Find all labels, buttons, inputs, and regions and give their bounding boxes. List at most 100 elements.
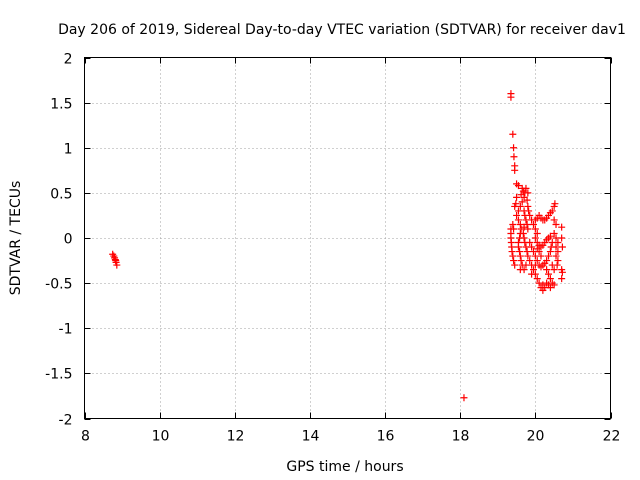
- data-point: [509, 220, 517, 228]
- data-points: [109, 90, 566, 402]
- data-point: [510, 225, 518, 233]
- data-point: [552, 252, 560, 260]
- data-point: [554, 248, 562, 256]
- data-point: [518, 198, 526, 206]
- data-point: [510, 144, 518, 152]
- data-point: [550, 216, 558, 224]
- data-point: [517, 257, 525, 265]
- data-point: [516, 252, 524, 260]
- data-point: [516, 220, 524, 228]
- data-point: [543, 279, 551, 287]
- data-point: [513, 211, 521, 219]
- x-tick-label: 22: [603, 429, 621, 445]
- y-tick-label: -0.5: [45, 277, 72, 293]
- data-point: [519, 229, 527, 237]
- data-point: [522, 261, 530, 269]
- data-point: [529, 266, 537, 274]
- data-point: [510, 153, 518, 161]
- data-point: [521, 211, 529, 219]
- x-axis-label: GPS time / hours: [286, 459, 403, 475]
- data-point: [511, 166, 519, 174]
- data-point: [514, 182, 522, 190]
- data-point: [558, 243, 566, 251]
- chart-title: Day 206 of 2019, Sidereal Day-to-day VTE…: [58, 22, 626, 38]
- data-point: [551, 200, 559, 208]
- data-point: [558, 268, 566, 276]
- y-tick-label: -1: [59, 322, 73, 338]
- y-axis-label: SDTVAR / TECUs: [8, 181, 24, 296]
- data-point: [510, 257, 518, 265]
- data-point: [533, 275, 541, 283]
- data-point: [550, 266, 558, 274]
- data-point: [546, 248, 554, 256]
- plot-frame: [84, 57, 611, 419]
- data-point: [552, 220, 560, 228]
- data-point: [522, 216, 530, 224]
- y-tick-label: 0: [64, 232, 73, 248]
- data-point: [548, 261, 556, 269]
- data-point: [543, 266, 551, 274]
- data-point: [550, 229, 558, 237]
- data-point: [513, 193, 521, 201]
- data-point: [520, 207, 528, 215]
- data-point: [558, 223, 566, 231]
- data-point: [528, 270, 536, 278]
- data-point: [524, 189, 532, 197]
- grid-lines: [84, 57, 611, 419]
- x-tick-label: 16: [377, 429, 395, 445]
- x-tick-label: 20: [527, 429, 545, 445]
- data-point: [508, 248, 516, 256]
- data-point: [112, 257, 120, 265]
- data-point: [537, 252, 545, 260]
- data-point: [533, 245, 541, 253]
- data-point: [523, 196, 531, 204]
- y-tick-label: 0.5: [50, 187, 72, 203]
- data-point: [509, 252, 517, 260]
- y-tick-label: 2: [64, 52, 73, 68]
- data-point: [533, 257, 541, 265]
- data-point: [520, 234, 528, 242]
- x-tick-label: 12: [227, 429, 245, 445]
- data-point: [516, 248, 524, 256]
- data-point: [552, 243, 560, 251]
- data-point: [524, 202, 532, 210]
- data-point: [524, 225, 532, 233]
- data-point: [545, 252, 553, 260]
- y-tick-label: 1: [64, 142, 73, 158]
- data-point: [526, 239, 534, 247]
- data-point: [509, 130, 517, 138]
- data-point: [543, 257, 551, 265]
- data-point: [507, 93, 515, 101]
- data-point: [554, 239, 562, 247]
- data-point: [511, 261, 519, 269]
- x-tick-label: 14: [302, 429, 320, 445]
- data-point: [517, 191, 525, 199]
- x-tick-label: 10: [152, 429, 170, 445]
- data-point: [535, 279, 543, 287]
- data-point: [531, 234, 539, 242]
- data-point: [520, 223, 528, 231]
- data-point: [514, 216, 522, 224]
- data-point: [520, 266, 528, 274]
- data-point: [554, 257, 562, 265]
- y-tick-label: -1.5: [45, 367, 72, 383]
- x-tick-label: 18: [452, 429, 470, 445]
- x-tick-label: 8: [81, 429, 90, 445]
- data-point: [460, 394, 468, 402]
- data-point: [113, 261, 121, 269]
- data-point: [528, 243, 536, 251]
- data-point: [531, 261, 539, 269]
- data-point: [524, 252, 532, 260]
- data-point: [519, 187, 527, 195]
- data-point: [548, 207, 556, 215]
- data-point: [514, 243, 522, 251]
- data-point: [558, 275, 566, 283]
- data-point: [546, 275, 554, 283]
- data-point: [529, 220, 537, 228]
- data-point: [526, 257, 534, 265]
- y-tick-label: -2: [59, 413, 73, 429]
- data-point: [533, 229, 541, 237]
- data-point: [516, 202, 524, 210]
